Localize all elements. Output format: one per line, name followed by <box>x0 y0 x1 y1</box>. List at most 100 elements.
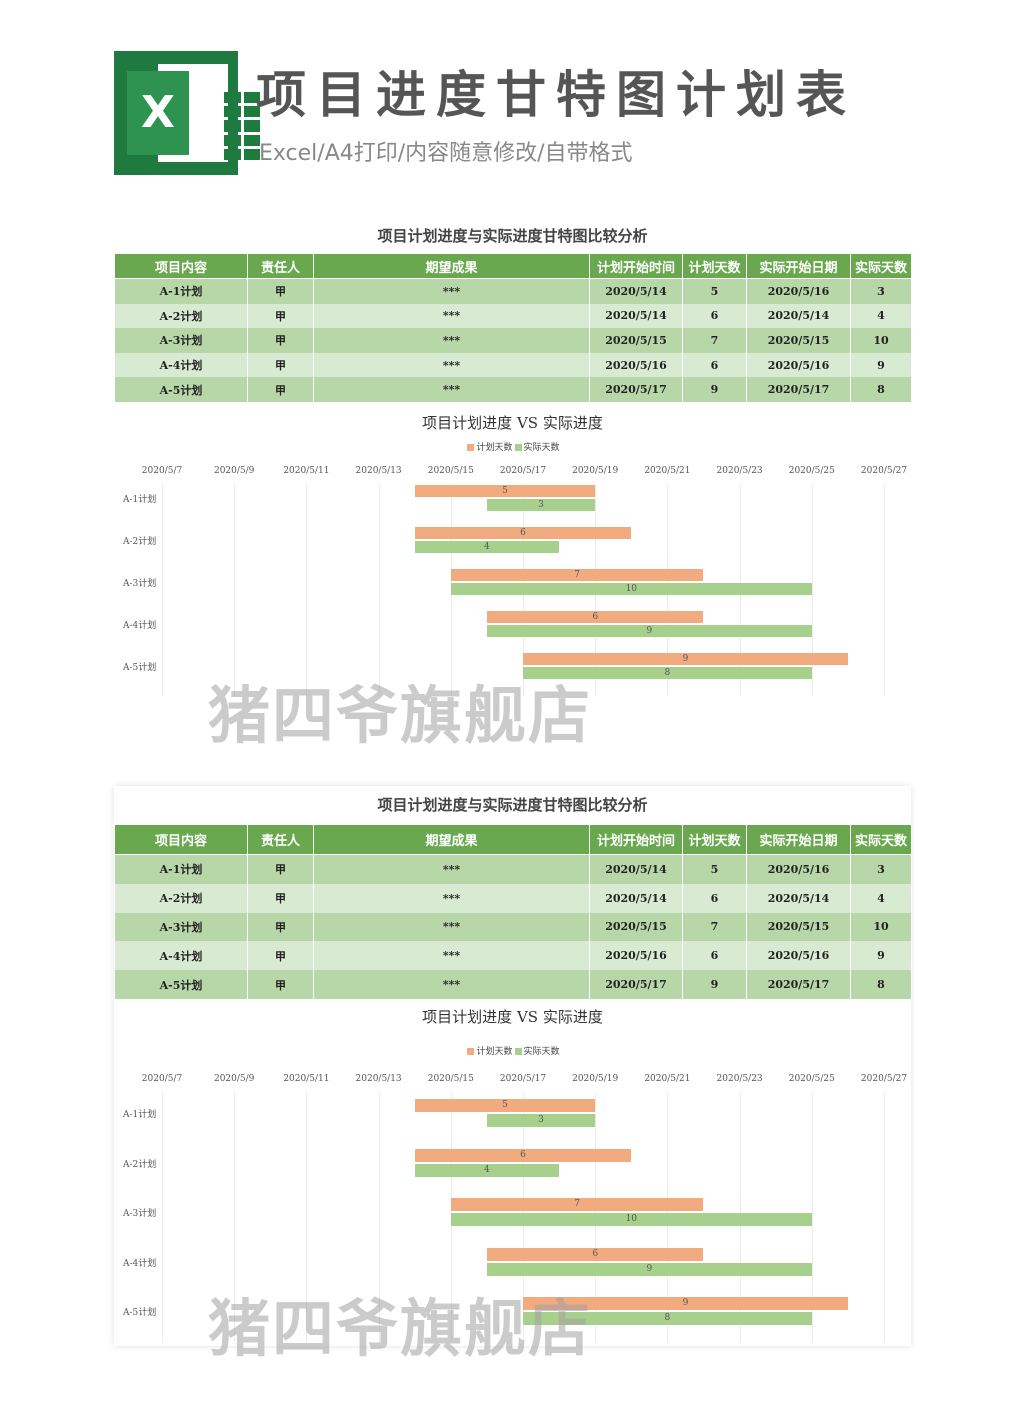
bar-value-label: 9 <box>682 1298 689 1308</box>
table-cell: 甲 <box>247 912 314 942</box>
table-cell: A-2计划 <box>114 883 248 913</box>
bar-value-label: 3 <box>538 500 544 510</box>
x-tick-label: 2020/5/13 <box>355 1074 402 1084</box>
chart-legend: 计划天数 实际天数 <box>114 440 911 453</box>
actual-bar: 3 <box>486 499 596 511</box>
table-cell: 2020/5/17 <box>746 970 851 999</box>
table-cell: *** <box>313 328 590 353</box>
bar-value-label: 8 <box>664 668 671 678</box>
bar-value-label: 5 <box>502 1100 508 1110</box>
table-cell: 2020/5/14 <box>589 854 683 884</box>
table-cell: A-4计划 <box>114 352 248 378</box>
category-label: A-3计划 <box>123 579 157 589</box>
table-cell: 2020/5/16 <box>746 854 851 884</box>
table-cell: 9 <box>682 377 747 402</box>
table-cell: *** <box>313 352 590 378</box>
table-cell: *** <box>313 377 590 402</box>
actual-bar: 8 <box>523 1312 812 1325</box>
x-tick-label: 2020/5/21 <box>644 466 691 476</box>
gridline <box>234 484 236 696</box>
actual-bar: 10 <box>450 583 812 595</box>
table-row: A-3计划甲 *** 2020/5/15 7 2020/5/15 10 <box>114 912 912 942</box>
plan-bar: 6 <box>414 527 632 539</box>
plan-bar: 6 <box>414 1148 632 1162</box>
column-header: 实际开始日期 <box>746 824 851 855</box>
table-cell: 9 <box>850 941 912 971</box>
plan-bar: 6 <box>486 1247 704 1261</box>
table-cell: 7 <box>682 912 747 942</box>
category-label: A-5计划 <box>123 663 157 673</box>
table-cell: 2020/5/15 <box>746 912 851 942</box>
table-cell: 甲 <box>247 278 314 304</box>
table-cell: 6 <box>682 883 747 913</box>
column-header: 期望成果 <box>313 253 590 279</box>
x-tick-label: 2020/5/21 <box>644 1074 691 1084</box>
table-cell: 2020/5/16 <box>589 352 683 378</box>
plan-bar: 7 <box>450 1198 704 1211</box>
gridline <box>884 1092 885 1342</box>
table-cell: *** <box>313 854 590 884</box>
category-label: A-1计划 <box>123 495 157 505</box>
sheet-title: 项目计划进度与实际进度甘特图比较分析 <box>377 796 648 814</box>
actual-bar: 8 <box>523 667 812 679</box>
table-cell: 3 <box>850 854 912 884</box>
column-header: 计划天数 <box>682 824 747 855</box>
x-tick-label: 2020/5/23 <box>716 1074 763 1084</box>
bar-value-label: 6 <box>520 528 526 538</box>
preview-panel-bottom: 项目计划进度与实际进度甘特图比较分析 项目内容 责任人 期望成果 计划开始时间 计划天数实… <box>114 786 912 1346</box>
table-row: A-2计划甲 *** 2020/5/14 6 2020/5/14 4 <box>114 303 912 329</box>
plan-bar: 9 <box>523 653 848 665</box>
bar-value-label: 9 <box>682 654 689 664</box>
table-cell: A-2计划 <box>114 303 248 329</box>
gantt-chart: 项目计划进度 VS 实际进度 计划天数 实际天数 2020/5/7 2020/5/9 20… <box>114 408 911 700</box>
chart-title: 项目计划进度 VS 实际进度 <box>422 414 603 432</box>
legend-swatch <box>514 444 522 451</box>
column-header: 实际天数 <box>850 253 912 279</box>
table-cell: 2020/5/15 <box>746 328 851 353</box>
actual-bar: 4 <box>414 541 560 553</box>
bar-value-label: 9 <box>646 626 653 636</box>
table-row: A-5计划甲 *** 2020/5/17 9 2020/5/17 8 <box>114 970 912 999</box>
x-tick-label: 2020/5/7 <box>141 1074 183 1084</box>
bar-value-label: 6 <box>592 1248 599 1259</box>
legend-label: 计划天数 <box>476 443 513 453</box>
table-cell: *** <box>313 883 590 913</box>
gridline <box>234 1092 236 1342</box>
bar-value-label: 4 <box>484 1164 490 1175</box>
column-header: 责任人 <box>247 824 314 855</box>
x-tick-label: 2020/5/23 <box>716 466 763 476</box>
x-tick-label: 2020/5/9 <box>213 1074 255 1084</box>
column-header: 计划天数 <box>682 253 747 279</box>
table-cell: A-3计划 <box>114 328 248 353</box>
table-cell: 2020/5/17 <box>746 377 851 402</box>
table-cell: 2020/5/14 <box>746 883 851 913</box>
table-cell: 2020/5/15 <box>589 912 683 942</box>
table-cell: 2020/5/16 <box>589 941 683 971</box>
table-cell: 甲 <box>247 328 314 353</box>
x-tick-label: 2020/5/11 <box>283 1074 330 1084</box>
column-header: 实际天数 <box>850 824 912 855</box>
excel-icon-cover <box>127 71 189 155</box>
table-row: A-3计划甲 *** 2020/5/15 7 2020/5/15 10 <box>114 328 912 353</box>
gridline <box>811 484 813 696</box>
column-header: 项目内容 <box>114 253 248 279</box>
legend-swatch <box>467 1048 475 1055</box>
category-label: A-3计划 <box>123 1209 157 1219</box>
table-cell: *** <box>313 970 590 999</box>
chart-title: 项目计划进度 VS 实际进度 <box>422 1008 603 1026</box>
plan-bar: 5 <box>414 1099 596 1112</box>
excel-icon: X <box>114 51 260 175</box>
table-cell: *** <box>313 912 590 942</box>
preview-panel-top: 项目计划进度与实际进度甘特图比较分析 项目内容 责任人 期望成果 计划开始时间 计划天数实… <box>114 215 912 700</box>
bar-value-label: 9 <box>646 1263 653 1274</box>
x-tick-label: 2020/5/13 <box>355 466 402 476</box>
table-cell: 甲 <box>247 854 314 884</box>
actual-bar: 4 <box>414 1163 560 1177</box>
table-cell: *** <box>313 278 590 304</box>
column-header: 责任人 <box>247 253 314 279</box>
x-tick-label: 2020/5/25 <box>788 466 835 476</box>
page-title: 项目进度甘特图计划表 <box>256 66 856 124</box>
table-cell: A-3计划 <box>114 912 248 942</box>
legend-label: 计划天数 <box>476 1047 513 1057</box>
table-cell: 2020/5/16 <box>746 352 851 378</box>
